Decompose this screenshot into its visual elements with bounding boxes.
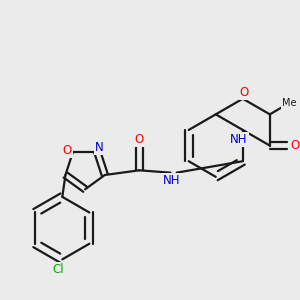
Text: Me: Me bbox=[282, 98, 297, 108]
Text: NH: NH bbox=[230, 133, 247, 146]
Text: O: O bbox=[135, 133, 144, 146]
Text: NH: NH bbox=[163, 174, 181, 187]
Text: Cl: Cl bbox=[52, 263, 64, 276]
Text: O: O bbox=[240, 86, 249, 99]
Text: O: O bbox=[63, 144, 72, 157]
Text: N: N bbox=[94, 141, 103, 154]
Text: O: O bbox=[290, 139, 299, 152]
